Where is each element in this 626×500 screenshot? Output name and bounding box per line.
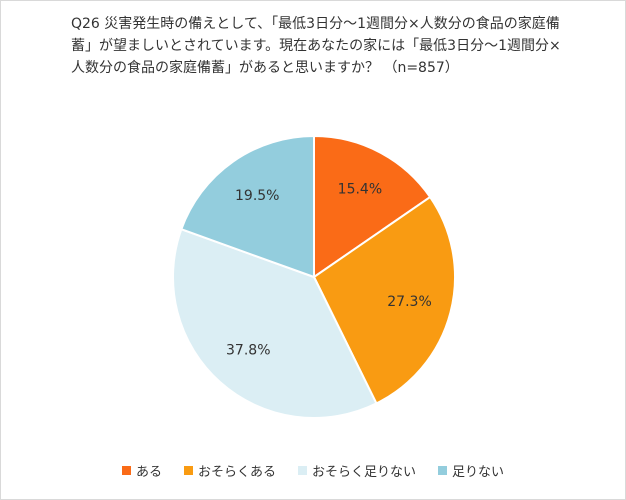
- legend-label: おそらくある: [197, 465, 276, 480]
- pie-slice: [313, 134, 432, 279]
- legend-label: 足りない: [452, 465, 505, 480]
- pie-slice: [172, 227, 378, 419]
- legend-item: おそらく足りない: [298, 461, 416, 480]
- legend-item: 足りない: [438, 461, 504, 480]
- pie-slice: [180, 134, 315, 279]
- legend-label: ある: [135, 465, 162, 480]
- chart-title: Q26 災害発生時の備えとして、「最低3日分～1週間分×人数分の食品の家庭備蓄」…: [71, 16, 561, 76]
- legend-swatch: [183, 466, 193, 475]
- data-label: 19.5%: [235, 188, 279, 204]
- legend: ある おそらくある おそらく足りない 足りない: [1, 461, 625, 480]
- legend-swatch: [298, 466, 307, 475]
- legend-item: ある: [121, 461, 162, 480]
- legend-swatch: [438, 466, 448, 475]
- legend-swatch: [121, 466, 131, 475]
- data-label: 37.8%: [226, 343, 270, 359]
- data-label: 15.4%: [338, 182, 382, 198]
- data-label: 27.3%: [387, 294, 431, 310]
- pie-slice: [312, 195, 456, 405]
- legend-item: おそらくある: [183, 461, 276, 480]
- legend-label: おそらく足りない: [312, 465, 417, 480]
